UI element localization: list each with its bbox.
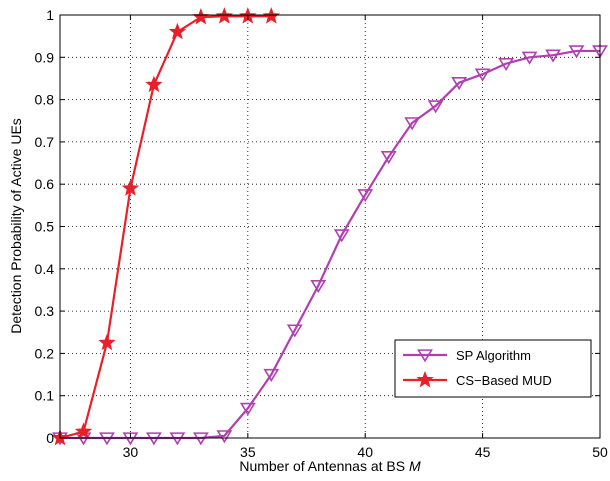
data-point <box>216 430 233 444</box>
y-tick-label: 0.6 <box>35 176 55 192</box>
x-tick-label: 35 <box>240 444 256 460</box>
series-1 <box>51 7 280 446</box>
data-point <box>521 51 538 65</box>
data-point <box>239 402 256 416</box>
data-point <box>498 57 515 72</box>
data-point <box>333 229 350 243</box>
legend-marker <box>416 370 434 388</box>
data-point <box>262 7 280 24</box>
data-point <box>74 422 93 440</box>
legend-label: CS−Based MUD <box>456 373 552 388</box>
data-point <box>545 49 561 63</box>
data-point <box>263 368 280 382</box>
data-point <box>286 324 303 338</box>
y-tick-label: 1 <box>46 7 54 23</box>
legend-marker <box>417 349 433 363</box>
data-point <box>451 77 468 91</box>
y-tick-label: 0 <box>46 430 54 446</box>
data-point <box>380 151 397 165</box>
x-tick-labels: 30 35 40 45 50 <box>123 444 608 460</box>
y-tick-label: 0.4 <box>35 261 55 277</box>
legend: SP Algorithm CS−Based MUD <box>394 339 592 398</box>
x-tick-label: 30 <box>123 444 139 460</box>
series-line <box>59 15 272 440</box>
y-tick-label: 0.1 <box>35 388 55 404</box>
y-tick-label: 0.3 <box>35 303 55 319</box>
data-point <box>215 7 234 24</box>
data-point <box>568 45 585 59</box>
y-tick-labels: 0 0.1 0.2 0.3 0.4 0.5 0.6 0.7 0.8 0.9 1 <box>35 7 55 446</box>
y-tick-label: 0.2 <box>35 345 55 361</box>
y-tick-label: 0.8 <box>35 92 55 108</box>
data-point <box>98 333 116 351</box>
y-tick-label: 0.9 <box>35 49 55 65</box>
data-point <box>357 189 374 203</box>
y-tick-label: 0.7 <box>35 134 55 150</box>
data-point <box>474 68 491 82</box>
y-tick-label: 0.5 <box>35 219 55 235</box>
data-point <box>310 280 327 294</box>
axis-ticks <box>60 14 601 439</box>
x-tick-label: 45 <box>475 444 491 460</box>
y-axis-label: Detection Probability of Active UEs <box>8 118 24 334</box>
data-point <box>145 75 163 93</box>
x-tick-label: 40 <box>357 444 373 460</box>
data-point <box>404 117 421 131</box>
data-point <box>427 100 444 114</box>
legend-label: SP Algorithm <box>456 348 531 363</box>
data-point <box>121 179 140 196</box>
x-axis-label: Number of Antennas at BS M <box>239 458 421 474</box>
data-point <box>168 22 187 40</box>
x-tick-label: 50 <box>592 444 608 460</box>
